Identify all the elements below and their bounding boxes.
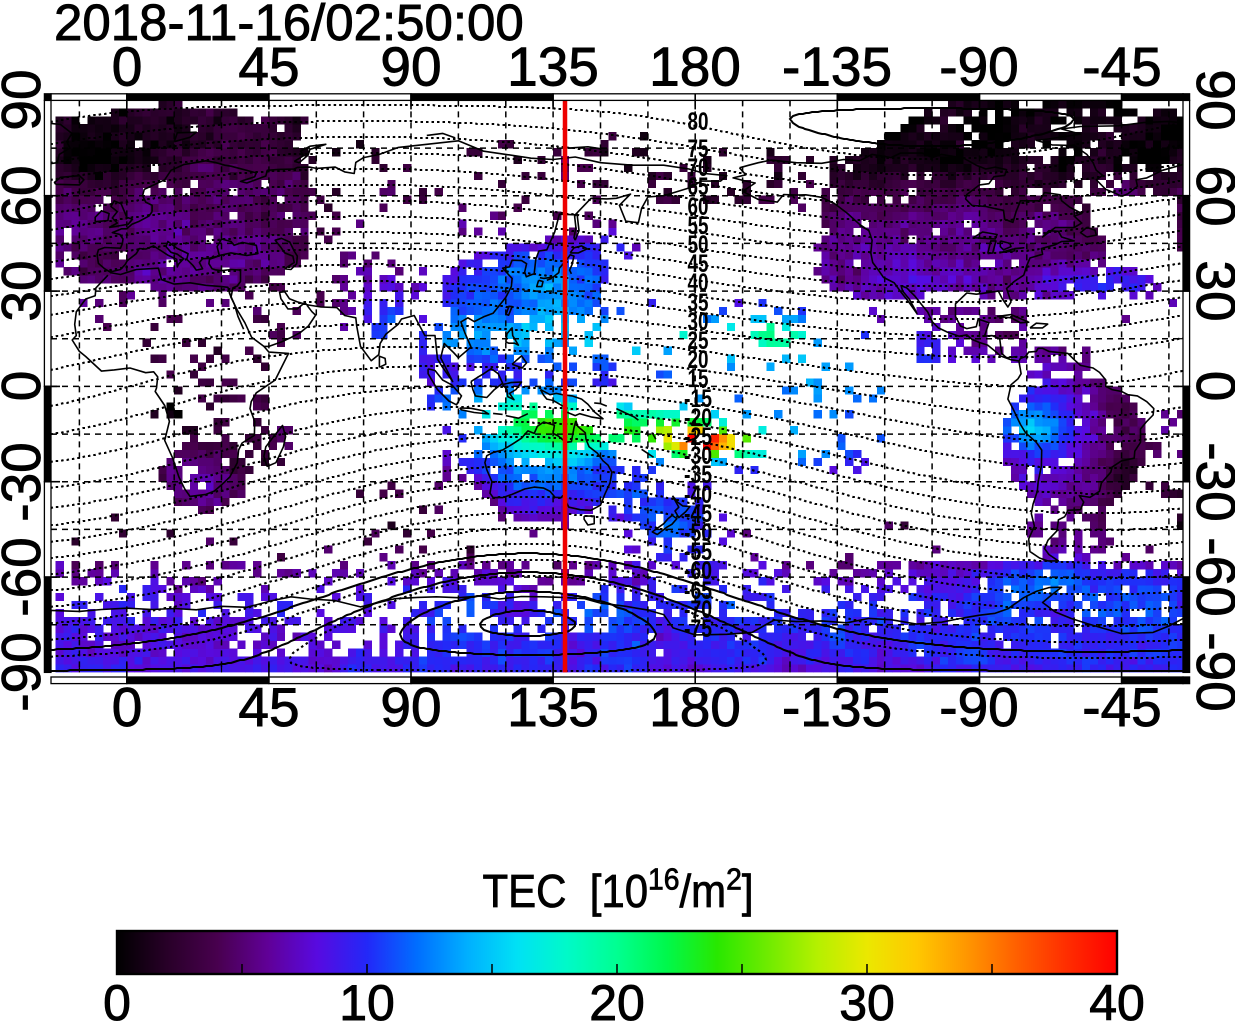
svg-text:-30: -30 <box>0 442 52 522</box>
svg-text:25: 25 <box>688 327 709 355</box>
svg-text:135: 135 <box>507 36 599 98</box>
svg-text:-45: -45 <box>1082 676 1162 738</box>
svg-text:-90: -90 <box>0 632 52 712</box>
svg-text:15: 15 <box>688 365 709 393</box>
svg-text:30: 30 <box>0 260 52 321</box>
svg-text:70: 70 <box>688 154 709 182</box>
svg-text:-20: -20 <box>684 404 712 432</box>
svg-text:65: 65 <box>688 173 709 201</box>
svg-text:-50: -50 <box>684 519 712 547</box>
svg-text:-35: -35 <box>684 461 712 489</box>
svg-text:90: 90 <box>1185 69 1235 130</box>
svg-text:80: 80 <box>688 108 709 136</box>
svg-text:90: 90 <box>380 36 441 98</box>
svg-text:35: 35 <box>688 289 709 317</box>
svg-text:-30: -30 <box>1185 442 1235 522</box>
svg-text:0: 0 <box>0 371 52 402</box>
svg-text:10: 10 <box>339 975 395 1021</box>
svg-text:40: 40 <box>688 269 709 297</box>
svg-text:0: 0 <box>112 676 143 738</box>
svg-text:-60: -60 <box>0 537 52 617</box>
svg-text:-70: -70 <box>684 596 712 624</box>
svg-text:-90: -90 <box>939 676 1019 738</box>
svg-text:60: 60 <box>1185 165 1235 226</box>
svg-text:-55: -55 <box>684 538 712 566</box>
svg-text:50: 50 <box>688 231 709 259</box>
svg-text:60: 60 <box>688 193 709 221</box>
svg-text:20: 20 <box>688 346 709 374</box>
svg-text:-75: -75 <box>684 615 712 643</box>
svg-text:-135: -135 <box>782 676 892 738</box>
svg-text:30: 30 <box>839 975 895 1021</box>
svg-text:-65: -65 <box>684 577 712 605</box>
svg-text:75: 75 <box>688 135 709 163</box>
svg-text:90: 90 <box>380 676 441 738</box>
svg-text:0: 0 <box>103 975 131 1021</box>
svg-text:-15: -15 <box>684 385 712 413</box>
svg-text:TEC [1016/m2]: TEC [1016/m2] <box>483 862 754 918</box>
svg-text:55: 55 <box>688 212 709 240</box>
svg-text:135: 135 <box>507 676 599 738</box>
svg-text:45: 45 <box>688 250 709 278</box>
svg-text:45: 45 <box>238 36 299 98</box>
svg-text:2018-11-16/02:50:00: 2018-11-16/02:50:00 <box>54 0 524 51</box>
svg-text:-60: -60 <box>1185 537 1235 617</box>
svg-text:-90: -90 <box>939 36 1019 98</box>
svg-text:-40: -40 <box>684 481 712 509</box>
svg-text:-45: -45 <box>1082 36 1162 98</box>
svg-text:60: 60 <box>0 165 52 226</box>
svg-text:180: 180 <box>649 36 741 98</box>
svg-text:-45: -45 <box>684 500 712 528</box>
svg-text:20: 20 <box>589 975 645 1021</box>
svg-text:0: 0 <box>1185 371 1235 402</box>
svg-text:30: 30 <box>1185 260 1235 321</box>
svg-text:-135: -135 <box>782 36 892 98</box>
svg-text:40: 40 <box>1089 975 1145 1021</box>
svg-text:90: 90 <box>0 69 52 130</box>
svg-text:-25: -25 <box>684 423 712 451</box>
svg-text:0: 0 <box>112 36 143 98</box>
svg-text:45: 45 <box>238 676 299 738</box>
svg-text:-60: -60 <box>684 557 712 585</box>
svg-text:-90: -90 <box>1185 632 1235 712</box>
svg-text:-30: -30 <box>684 442 712 470</box>
svg-text:30: 30 <box>688 308 709 336</box>
svg-text:180: 180 <box>649 676 741 738</box>
